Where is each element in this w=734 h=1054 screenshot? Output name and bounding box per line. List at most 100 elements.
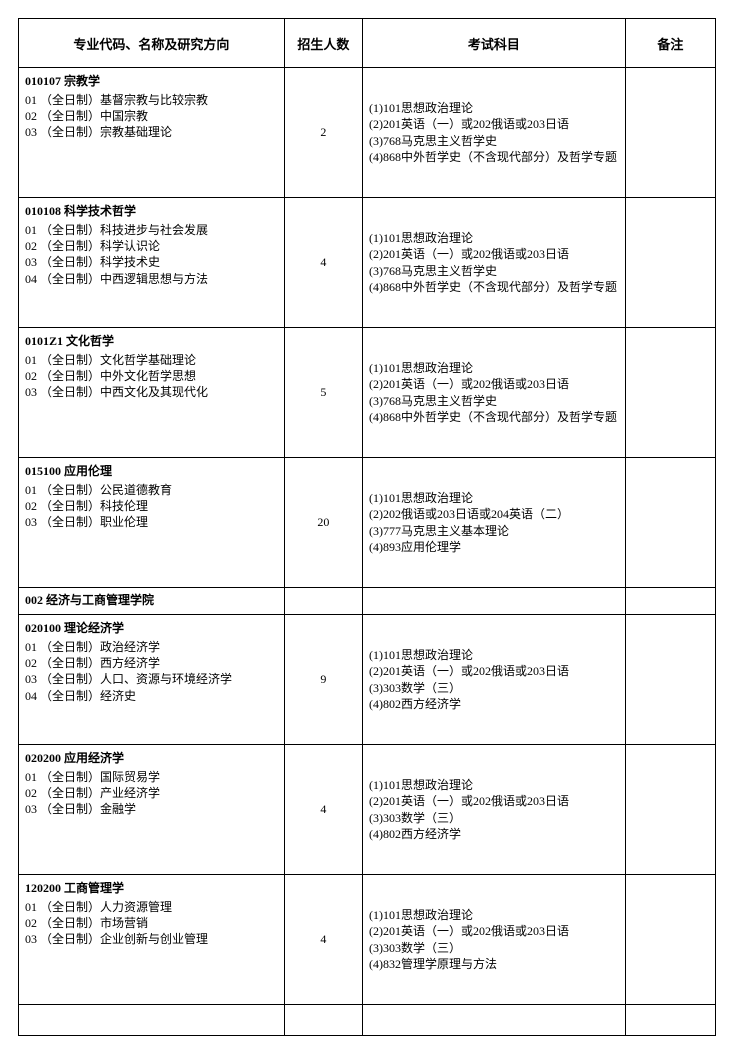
subject-line: (4)868中外哲学史（不含现代部分）及哲学专题 [369, 409, 619, 425]
subject-line: (4)832管理学原理与方法 [369, 956, 619, 972]
subject-line: (3)303数学（三） [369, 810, 619, 826]
enroll-count: 4 [284, 875, 362, 1005]
subject-line: (2)201英语（一）或202俄语或203日语 [369, 923, 619, 939]
major-cell: 0101Z1 文化哲学01 （全日制）文化哲学基础理论02 （全日制）中外文化哲… [19, 328, 285, 458]
subject-line: (3)768马克思主义哲学史 [369, 133, 619, 149]
subject-line: (4)802西方经济学 [369, 826, 619, 842]
major-direction: 02 （全日制）市场营销 [25, 915, 278, 931]
major-direction: 02 （全日制）西方经济学 [25, 655, 278, 671]
major-direction: 03 （全日制）职业伦理 [25, 514, 278, 530]
subject-cell: (1)101思想政治理论(2)201英语（一）或202俄语或203日语(3)30… [362, 875, 625, 1005]
major-direction: 03 （全日制）宗教基础理论 [25, 124, 278, 140]
major-direction: 02 （全日制）科学认识论 [25, 238, 278, 254]
major-cell: 120200 工商管理学 01 （全日制）人力资源管理02 （全日制）市场营销03… [19, 875, 285, 1005]
subject-line: (1)101思想政治理论 [369, 100, 619, 116]
subject-cell: (1)101思想政治理论(2)201英语（一）或202俄语或203日语(3)76… [362, 328, 625, 458]
major-cell: 020200 应用经济学 01 （全日制）国际贸易学02 （全日制）产业经济学03… [19, 745, 285, 875]
subject-cell: (1)101思想政治理论(2)201英语（一）或202俄语或203日语(3)76… [362, 198, 625, 328]
subject-line: (2)202俄语或203日语或204英语（二） [369, 506, 619, 522]
subject-line: (3)777马克思主义基本理论 [369, 523, 619, 539]
note-cell [625, 615, 715, 745]
note-cell [625, 68, 715, 198]
table-row [19, 1005, 716, 1036]
table-row: 120200 工商管理学 01 （全日制）人力资源管理02 （全日制）市场营销03… [19, 875, 716, 1005]
major-direction: 01 （全日制）政治经济学 [25, 639, 278, 655]
major-cell: 020100 理论经济学01 （全日制）政治经济学02 （全日制）西方经济学03… [19, 615, 285, 745]
subject-cell: (1)101思想政治理论(2)202俄语或203日语或204英语（二）(3)77… [362, 458, 625, 588]
major-direction: 01 （全日制）科技进步与社会发展 [25, 222, 278, 238]
major-direction: 03 （全日制）科学技术史 [25, 254, 278, 270]
subject-line: (4)868中外哲学史（不含现代部分）及哲学专题 [369, 279, 619, 295]
empty-cell [362, 1005, 625, 1036]
enroll-count: 9 [284, 615, 362, 745]
empty-cell [284, 1005, 362, 1036]
table-body: 010107 宗教学01 （全日制）基督宗教与比较宗教02 （全日制）中国宗教0… [19, 68, 716, 1036]
note-cell [625, 328, 715, 458]
empty-cell [362, 588, 625, 615]
enroll-count: 5 [284, 328, 362, 458]
table-row: 010107 宗教学 01 （全日制）基督宗教与比较宗教02 （全日制）中国宗教0… [19, 68, 716, 198]
subject-line: (1)101思想政治理论 [369, 907, 619, 923]
subject-line: (3)768马克思主义哲学史 [369, 263, 619, 279]
major-direction: 01 （全日制）基督宗教与比较宗教 [25, 92, 278, 108]
subject-line: (2)201英语（一）或202俄语或203日语 [369, 376, 619, 392]
major-direction: 02 （全日制）科技伦理 [25, 498, 278, 514]
table-row: 010108 科学技术哲学 01 （全日制）科技进步与社会发展02 （全日制）科学… [19, 198, 716, 328]
table-row: 015100 应用伦理 01 （全日制）公民道德教育02 （全日制）科技伦理03 … [19, 458, 716, 588]
enroll-count: 4 [284, 198, 362, 328]
major-direction: 03 （全日制）金融学 [25, 801, 278, 817]
major-code-name: 010108 科学技术哲学 [25, 202, 278, 219]
empty-cell [284, 588, 362, 615]
subject-line: (2)201英语（一）或202俄语或203日语 [369, 663, 619, 679]
empty-cell [625, 1005, 715, 1036]
table-row: 0101Z1 文化哲学01 （全日制）文化哲学基础理论02 （全日制）中外文化哲… [19, 328, 716, 458]
catalog-table: 专业代码、名称及研究方向 招生人数 考试科目 备注 010107 宗教学 01 （… [18, 18, 716, 1036]
subject-cell: (1)101思想政治理论(2)201英语（一）或202俄语或203日语(3)30… [362, 745, 625, 875]
empty-cell [19, 1005, 285, 1036]
major-direction: 01 （全日制）公民道德教育 [25, 482, 278, 498]
header-note: 备注 [625, 19, 715, 68]
major-code-name: 020200 应用经济学 [25, 749, 278, 766]
subject-line: (1)101思想政治理论 [369, 230, 619, 246]
major-code-name: 120200 工商管理学 [25, 879, 278, 896]
header-subject: 考试科目 [362, 19, 625, 68]
major-code-name: 0101Z1 文化哲学 [25, 332, 278, 349]
note-cell [625, 875, 715, 1005]
note-cell [625, 745, 715, 875]
subject-line: (4)868中外哲学史（不含现代部分）及哲学专题 [369, 149, 619, 165]
subject-line: (1)101思想政治理论 [369, 777, 619, 793]
major-direction: 02 （全日制）产业经济学 [25, 785, 278, 801]
school-header: 002 经济与工商管理学院 [19, 588, 285, 615]
subject-line: (3)303数学（三） [369, 940, 619, 956]
table-header-row: 专业代码、名称及研究方向 招生人数 考试科目 备注 [19, 19, 716, 68]
major-code-name: 015100 应用伦理 [25, 462, 278, 479]
major-direction: 03 （全日制）企业创新与创业管理 [25, 931, 278, 947]
enroll-count: 2 [284, 68, 362, 198]
note-cell [625, 198, 715, 328]
subject-line: (1)101思想政治理论 [369, 647, 619, 663]
major-cell: 015100 应用伦理 01 （全日制）公民道德教育02 （全日制）科技伦理03 … [19, 458, 285, 588]
note-cell [625, 458, 715, 588]
subject-line: (4)802西方经济学 [369, 696, 619, 712]
major-direction: 02 （全日制）中外文化哲学思想 [25, 368, 278, 384]
major-direction: 04 （全日制）中西逻辑思想与方法 [25, 271, 278, 287]
table-row: 020100 理论经济学01 （全日制）政治经济学02 （全日制）西方经济学03… [19, 615, 716, 745]
enroll-count: 4 [284, 745, 362, 875]
major-direction: 04 （全日制）经济史 [25, 688, 278, 704]
major-direction: 02 （全日制）中国宗教 [25, 108, 278, 124]
subject-line: (3)768马克思主义哲学史 [369, 393, 619, 409]
subject-cell: (1)101思想政治理论(2)201英语（一）或202俄语或203日语(3)30… [362, 615, 625, 745]
subject-line: (1)101思想政治理论 [369, 490, 619, 506]
major-direction: 01 （全日制）人力资源管理 [25, 899, 278, 915]
table-row: 020200 应用经济学 01 （全日制）国际贸易学02 （全日制）产业经济学03… [19, 745, 716, 875]
subject-cell: (1)101思想政治理论(2)201英语（一）或202俄语或203日语(3)76… [362, 68, 625, 198]
enroll-count: 20 [284, 458, 362, 588]
subject-line: (2)201英语（一）或202俄语或203日语 [369, 793, 619, 809]
major-direction: 03 （全日制）中西文化及其现代化 [25, 384, 278, 400]
table-row: 002 经济与工商管理学院 [19, 588, 716, 615]
major-code-name: 020100 理论经济学 [25, 619, 278, 636]
empty-cell [625, 588, 715, 615]
major-code-name: 010107 宗教学 [25, 72, 278, 89]
major-direction: 01 （全日制）国际贸易学 [25, 769, 278, 785]
major-cell: 010107 宗教学 01 （全日制）基督宗教与比较宗教02 （全日制）中国宗教0… [19, 68, 285, 198]
